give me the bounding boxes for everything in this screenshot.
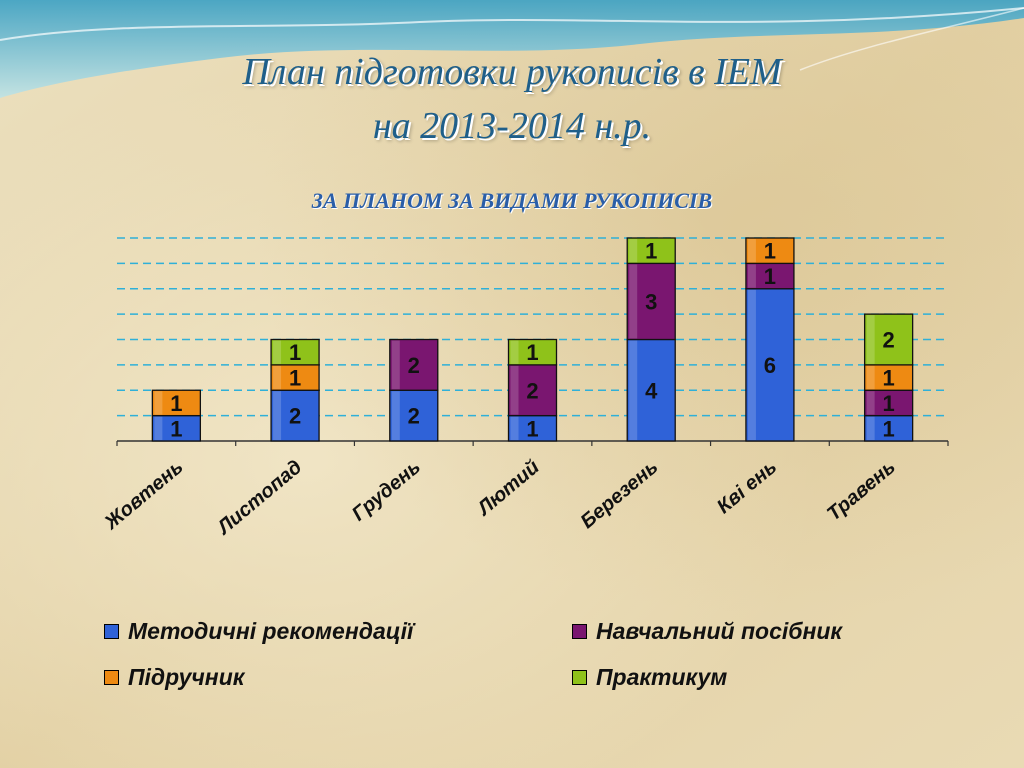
legend-item: Підручник [104,664,244,691]
data-label: 1 [526,416,538,441]
bar-segment [507,364,558,417]
legend-label: Методичні рекомендації [128,618,414,644]
legend-item: Практикум [572,664,727,691]
data-label: 2 [289,404,301,429]
legend-item: Навчальний посібник [572,618,842,645]
bar-segment-highlight [273,391,282,440]
bar-segment [270,389,320,442]
legend-label: Підручник [128,664,245,690]
x-tick-label: Жовтень [100,456,188,535]
data-label: 1 [764,264,776,289]
x-tick-label: Лютий [472,456,544,521]
bar-segment-highlight [154,391,163,415]
data-label: 4 [645,378,658,403]
data-label: 1 [289,366,301,391]
legend-label: Практикум [596,664,728,690]
x-tick-label: Грудень [348,456,425,526]
data-label: 1 [289,340,301,365]
bar-segment-highlight [510,416,519,440]
bar-segment-highlight [154,416,163,440]
bar-segment-highlight [510,340,519,364]
bar-segment-highlight [866,365,875,390]
x-tick-label: Березень [577,456,663,533]
bar-segment-highlight [747,239,756,263]
legend-item: Методичні рекомендації [104,618,413,645]
bar-segment-highlight [747,289,756,440]
bar-segment-highlight [391,391,400,440]
data-label: 6 [764,353,776,378]
x-tick-label: Листопад [212,456,306,540]
data-label: 2 [883,328,895,353]
x-tick-label: Травень [823,456,900,525]
bar-segment [507,338,558,366]
grid-lines [117,237,948,417]
data-label: 1 [883,366,895,391]
data-label: 1 [526,340,538,365]
bar-segment [270,338,320,366]
data-label: 1 [170,391,182,416]
chart-subtitle: ЗА ПЛАНОМ ЗА ВИДАМИ РУКОПИСІВ [311,188,713,213]
bar-segment-highlight [629,239,638,263]
legend-label: Навчальний посібник [596,618,843,644]
data-label: 2 [408,353,420,378]
bar-segment [626,262,676,341]
bar-segment [626,338,676,442]
bar-segment-highlight [629,340,638,440]
page-title-line-2: на 2013-2014 н.р. [372,105,652,147]
bar-segment [863,313,914,366]
legend-swatch [104,624,119,639]
bar-segment-highlight [866,416,875,440]
page-title-line-1: План підготовки рукописів в ІЕМ [242,51,782,93]
bar-segment [745,288,795,442]
data-label: 2 [408,404,420,429]
bar-segment-highlight [747,264,756,288]
data-label: 3 [645,289,657,314]
bar-segment-highlight [866,315,875,364]
data-label: 1 [170,416,182,441]
bar-segment-highlight [273,365,282,390]
bar-segment [745,262,795,290]
bar-segment-highlight [510,365,519,415]
bar-segment [863,389,914,417]
bar-segment-highlight [391,340,400,390]
bar-segment-highlight [866,391,875,415]
bar-segment [507,414,558,442]
data-label: 1 [764,239,776,264]
bar-segment [389,338,439,391]
data-label: 1 [883,391,895,416]
data-label: 1 [883,416,895,441]
bar-segment [151,389,202,417]
x-tick-label: Кві ень [713,456,781,518]
data-label: 1 [645,239,657,264]
legend-swatch [572,670,587,685]
bar-segment [745,237,795,265]
axes [116,440,949,446]
bar-segment [626,237,676,265]
bar-segment-highlight [273,340,282,364]
legend-swatch [104,670,119,685]
bar-segment-highlight [629,264,638,339]
x-axis-labels: Жовтень Листопад Грудень Лютий Березень Кві е… [100,456,900,540]
data-label: 2 [526,378,538,403]
legend-swatch [572,624,587,639]
